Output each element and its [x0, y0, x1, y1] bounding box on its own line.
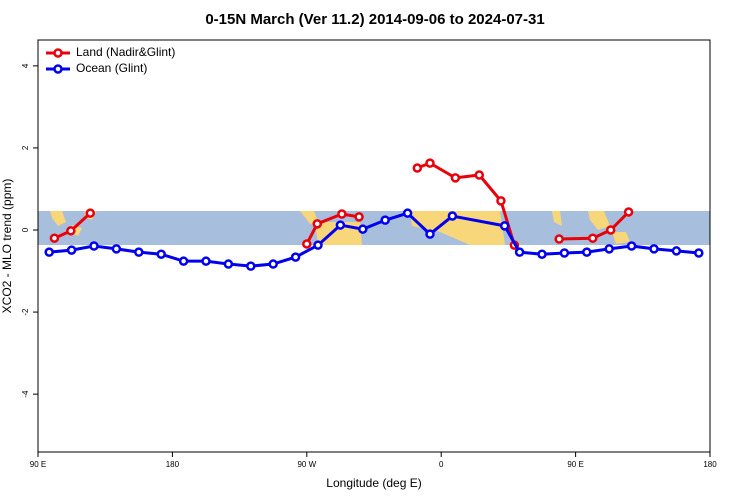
point [604, 244, 614, 254]
point [313, 240, 323, 250]
point [111, 244, 122, 254]
point [44, 247, 54, 257]
point [582, 247, 592, 257]
point [671, 246, 682, 256]
point [335, 220, 346, 230]
x-axis-label: Longitude (deg E) [326, 476, 421, 490]
point [425, 229, 435, 239]
point [623, 207, 634, 217]
point [290, 252, 301, 262]
point [49, 233, 60, 243]
y-tick-label: 2 [21, 145, 30, 150]
point [559, 248, 570, 258]
x-tick-label: 90 E [567, 460, 583, 469]
x-tick-label: 90 E [30, 460, 46, 469]
point [66, 245, 77, 255]
legend-label: Land (Nadir&Glint) [76, 45, 175, 59]
point [85, 208, 96, 218]
point [649, 244, 659, 254]
y-tick-label: -4 [21, 390, 30, 398]
point [626, 241, 637, 251]
x-tick-label: 180 [166, 460, 180, 469]
x-tick-label: 180 [703, 460, 717, 469]
legend-marker [53, 64, 63, 74]
point [425, 158, 435, 168]
y-tick-label: 4 [21, 63, 30, 68]
point [537, 249, 547, 259]
y-axis-label: XCO2 - MLO trend (ppm) [0, 179, 14, 314]
point [447, 211, 458, 221]
y-tick-label: 0 [21, 227, 30, 232]
point [312, 219, 323, 229]
point [337, 209, 347, 219]
point [201, 256, 211, 266]
point [402, 208, 413, 218]
point [380, 215, 390, 225]
legend-label: Ocean (Glint) [76, 61, 147, 75]
point [514, 247, 525, 257]
chart-title: 0-15N March (Ver 11.2) 2014-09-06 to 202… [205, 11, 544, 28]
x-tick-label: 0 [439, 460, 444, 469]
point [605, 225, 616, 235]
map-strip [38, 211, 710, 245]
point [223, 259, 234, 269]
point [134, 247, 144, 257]
point [178, 256, 189, 266]
point [496, 196, 506, 206]
point [412, 163, 423, 173]
point [588, 233, 598, 243]
y-tick-label: -2 [21, 308, 30, 316]
point [156, 249, 166, 259]
point [694, 248, 704, 258]
point [89, 241, 99, 251]
point [66, 226, 76, 236]
x-tick-label: 90 W [297, 460, 316, 469]
point [499, 221, 510, 231]
point [268, 259, 278, 269]
point [474, 170, 485, 180]
point [358, 224, 368, 234]
point [450, 173, 461, 183]
point [554, 234, 564, 244]
legend-marker [53, 48, 63, 58]
point [354, 212, 364, 222]
point [302, 239, 312, 249]
point [246, 261, 256, 271]
plot-frame [37, 39, 711, 453]
